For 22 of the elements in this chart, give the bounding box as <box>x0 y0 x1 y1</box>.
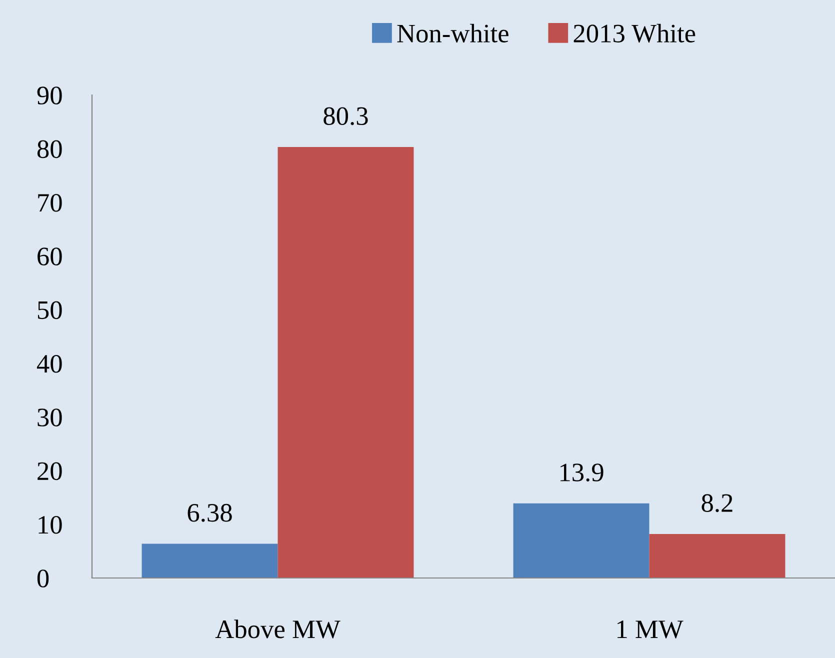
y-tick-label: 30 <box>38 408 62 426</box>
data-label: 8.2 <box>702 494 732 512</box>
bar <box>142 544 278 578</box>
y-tick-label: 80 <box>37 140 62 158</box>
legend-label: 2013 White <box>574 24 696 43</box>
bar <box>278 147 414 578</box>
y-tick-label: 70 <box>38 194 62 212</box>
y-tick-label: 60 <box>38 248 62 266</box>
y-tick-label: 90 <box>37 86 62 104</box>
data-label: 6.38 <box>188 504 232 522</box>
y-tick-label: 10 <box>38 516 62 534</box>
legend-label: Non-white <box>397 24 508 42</box>
data-label: 80.3 <box>324 107 368 126</box>
y-tick-label: 40 <box>36 354 62 373</box>
x-tick-label: Above MW <box>215 620 340 638</box>
x-tick-label: 1 MW <box>617 620 684 638</box>
y-tick-label: 20 <box>38 462 62 480</box>
y-tick-label: 0 <box>37 570 49 588</box>
y-tick-label: 50 <box>38 301 62 320</box>
bar <box>649 534 786 578</box>
bar <box>513 503 650 578</box>
data-label: 13.9 <box>560 464 604 482</box>
